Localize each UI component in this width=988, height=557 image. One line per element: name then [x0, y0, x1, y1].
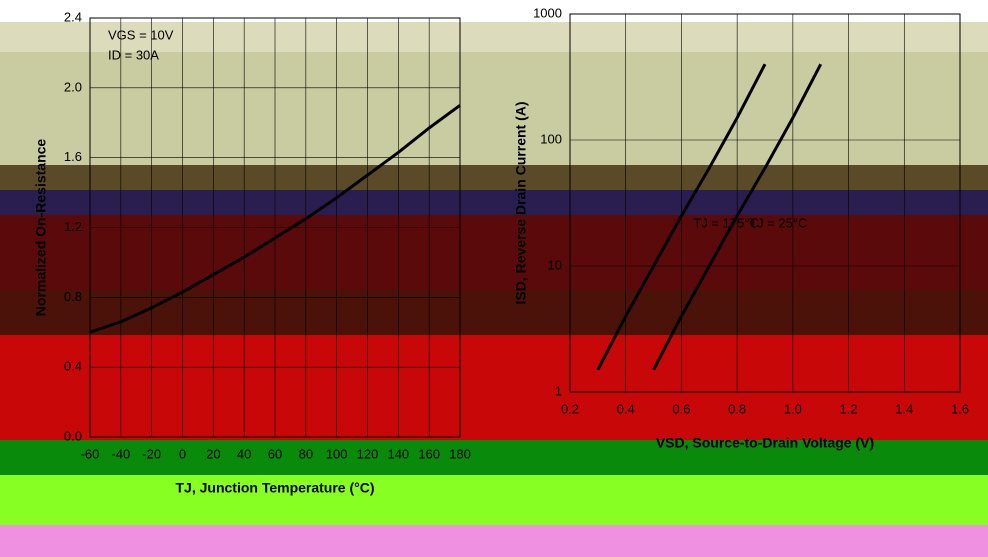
y-tick-label: 1.6: [64, 149, 82, 164]
annotation: VGS = 10V: [108, 27, 174, 42]
x-tick-label: 120: [357, 446, 379, 461]
plot-frame: [89, 17, 461, 438]
x-axis-title: TJ, Junction Temperature (°C): [175, 480, 374, 496]
x-tick-label: 1.0: [784, 401, 802, 416]
y-tick-label: 100: [540, 131, 562, 146]
x-tick-label: -60: [81, 446, 100, 461]
y-tick-label: 1: [555, 383, 562, 398]
x-tick-label: 140: [387, 446, 409, 461]
plot-frame: [569, 13, 961, 393]
x-tick-label: 0: [179, 446, 186, 461]
annotation: ID = 30A: [108, 47, 159, 62]
x-tick-label: -40: [111, 446, 130, 461]
x-tick-label: 80: [299, 446, 313, 461]
x-tick-label: 1.2: [840, 401, 858, 416]
x-axis-title: VSD, Source-to-Drain Voltage (V): [656, 435, 874, 451]
y-tick-label: 10: [548, 257, 562, 272]
y-tick-label: 0.0: [64, 428, 82, 443]
x-tick-label: 1.6: [951, 401, 969, 416]
y-axis-title: Normalized On-Resistance: [33, 139, 49, 317]
data-line: [652, 63, 823, 371]
x-tick-label: 0.4: [617, 401, 635, 416]
series-label: TJ = 175°C: [693, 215, 759, 230]
data-line: [89, 104, 461, 334]
x-tick-label: -20: [142, 446, 161, 461]
x-tick-label: 0.2: [561, 401, 579, 416]
y-tick-label: 1000: [533, 5, 562, 20]
x-tick-label: 1.4: [895, 401, 913, 416]
x-tick-label: 40: [237, 446, 251, 461]
y-tick-label: 0.8: [64, 289, 82, 304]
data-line: [596, 63, 767, 371]
x-tick-label: 180: [449, 446, 471, 461]
y-tick-label: 1.2: [64, 219, 82, 234]
series-label: TJ = 25°C: [749, 215, 807, 230]
x-tick-label: 160: [418, 446, 440, 461]
y-axis-title: ISD, Reverse Drain Current (A): [513, 101, 529, 304]
y-tick-label: 2.4: [64, 9, 82, 24]
x-tick-label: 100: [326, 446, 348, 461]
x-tick-label: 20: [206, 446, 220, 461]
x-tick-label: 0.8: [728, 401, 746, 416]
x-tick-label: 60: [268, 446, 282, 461]
y-tick-label: 2.0: [64, 79, 82, 94]
y-tick-label: 0.4: [64, 359, 82, 374]
x-tick-label: 0.6: [672, 401, 690, 416]
